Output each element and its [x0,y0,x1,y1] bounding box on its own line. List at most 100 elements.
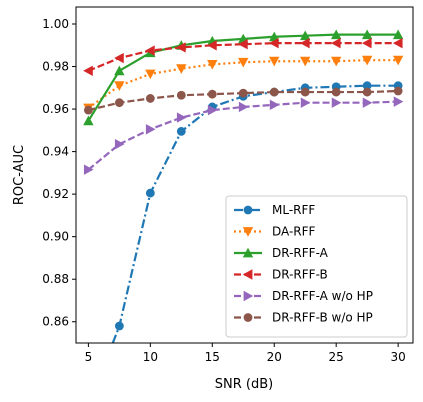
data-point [330,29,342,40]
x-tick-label: 10 [143,350,158,364]
legend-item: DR-RFF-A w/o HP [234,289,373,303]
data-point [83,65,93,76]
y-tick-label: 0.98 [42,60,69,74]
x-tick-label: 20 [267,350,282,364]
data-point [83,115,94,126]
data-point [393,86,403,96]
y-tick-label: 1.00 [42,17,69,31]
y-tick-label: 0.90 [42,230,69,244]
series-line [87,42,399,72]
y-tick-label: 0.94 [42,145,69,159]
y-axis-label: ROC-AUC [12,145,27,205]
data-point [176,42,186,53]
legend-label: ML-RFF [272,203,315,217]
data-point [114,65,125,76]
data-point [362,87,372,97]
y-tick-label: 0.88 [42,272,69,286]
x-tick-label: 5 [85,350,93,364]
data-point [269,56,280,67]
x-axis-ticks: 5 10 15 20 25 30 [85,343,406,364]
legend-label: DR-RFF-B [272,268,328,282]
x-axis-label: SNR (dB) [215,377,273,392]
legend-label: DA-RFF [272,225,316,239]
data-point [207,40,217,51]
legend-item: DR-RFF-A [234,246,329,260]
data-point [238,57,249,68]
y-tick-label: 0.92 [42,187,69,201]
data-point [392,29,404,40]
legend-swatch-marker [242,227,254,237]
legend: ML-RFF DA-RFF DR-RFF-A DR-RFF-B DR-RFF-A w/o… [225,195,408,338]
data-point [331,97,342,108]
legend-swatch-marker [242,269,253,280]
data-point [145,188,155,198]
legend-swatch-marker [243,290,254,302]
data-point [176,90,186,100]
data-point [393,96,404,107]
data-point [145,124,156,135]
data-point [300,87,310,97]
data-point [269,99,280,111]
data-point [114,98,124,108]
data-point [207,104,218,116]
data-point [145,45,155,56]
series-dr-rff-b [83,37,403,76]
data-point [207,59,218,70]
data-point [362,97,373,108]
data-point [176,127,186,136]
series-layer [83,29,404,343]
data-point [114,321,124,331]
data-point [300,30,311,41]
legend-label: DR-RFF-B w/o HP [272,311,373,325]
data-point [176,64,187,74]
data-point [269,87,279,97]
series-dr-rff-a-w-o-hp [83,96,404,175]
data-point [330,56,342,67]
y-tick-label: 0.96 [42,102,69,116]
legend-swatch-marker [243,205,253,215]
y-axis-ticks: 0.86 0.88 0.90 0.92 0.94 0.96 0.98 1.00 [42,17,76,329]
data-point [114,138,125,150]
data-point [300,56,311,67]
data-point [269,31,280,42]
legend-swatch-marker [243,313,253,322]
series-dr-rff-b-w-o-hp [83,86,403,115]
data-point [362,81,372,91]
data-point [361,37,372,49]
data-point [145,69,156,80]
data-point [392,55,404,66]
data-point [331,87,341,97]
data-point [145,94,155,103]
x-tick-label: 15 [205,350,220,364]
data-point [114,81,125,91]
legend-label: DR-RFF-A w/o HP [272,289,373,303]
data-point [238,101,249,113]
x-tick-label: 30 [390,350,405,364]
legend-box [225,195,408,338]
data-point [392,37,403,49]
data-point [361,29,373,40]
data-point [83,105,93,115]
x-tick-label: 25 [329,350,344,364]
data-point [300,97,311,108]
legend-item: DA-RFF [234,225,316,239]
data-point [269,37,279,49]
series-line [87,100,399,171]
data-point [330,37,341,49]
data-point [238,39,248,50]
legend-swatch-marker [242,247,254,258]
legend-item: DR-RFF-B [234,268,328,282]
plot-frame [75,6,414,344]
data-point [207,89,217,99]
legend-label: DR-RFF-A [272,246,329,260]
data-point [114,52,124,64]
data-point [176,112,187,123]
legend-item: DR-RFF-B w/o HP [234,311,373,325]
data-point [361,55,373,66]
y-tick-label: 0.86 [42,315,69,329]
data-point [300,37,310,49]
data-point [83,164,94,175]
data-point [238,88,248,98]
legend-item: ML-RFF [234,203,315,217]
